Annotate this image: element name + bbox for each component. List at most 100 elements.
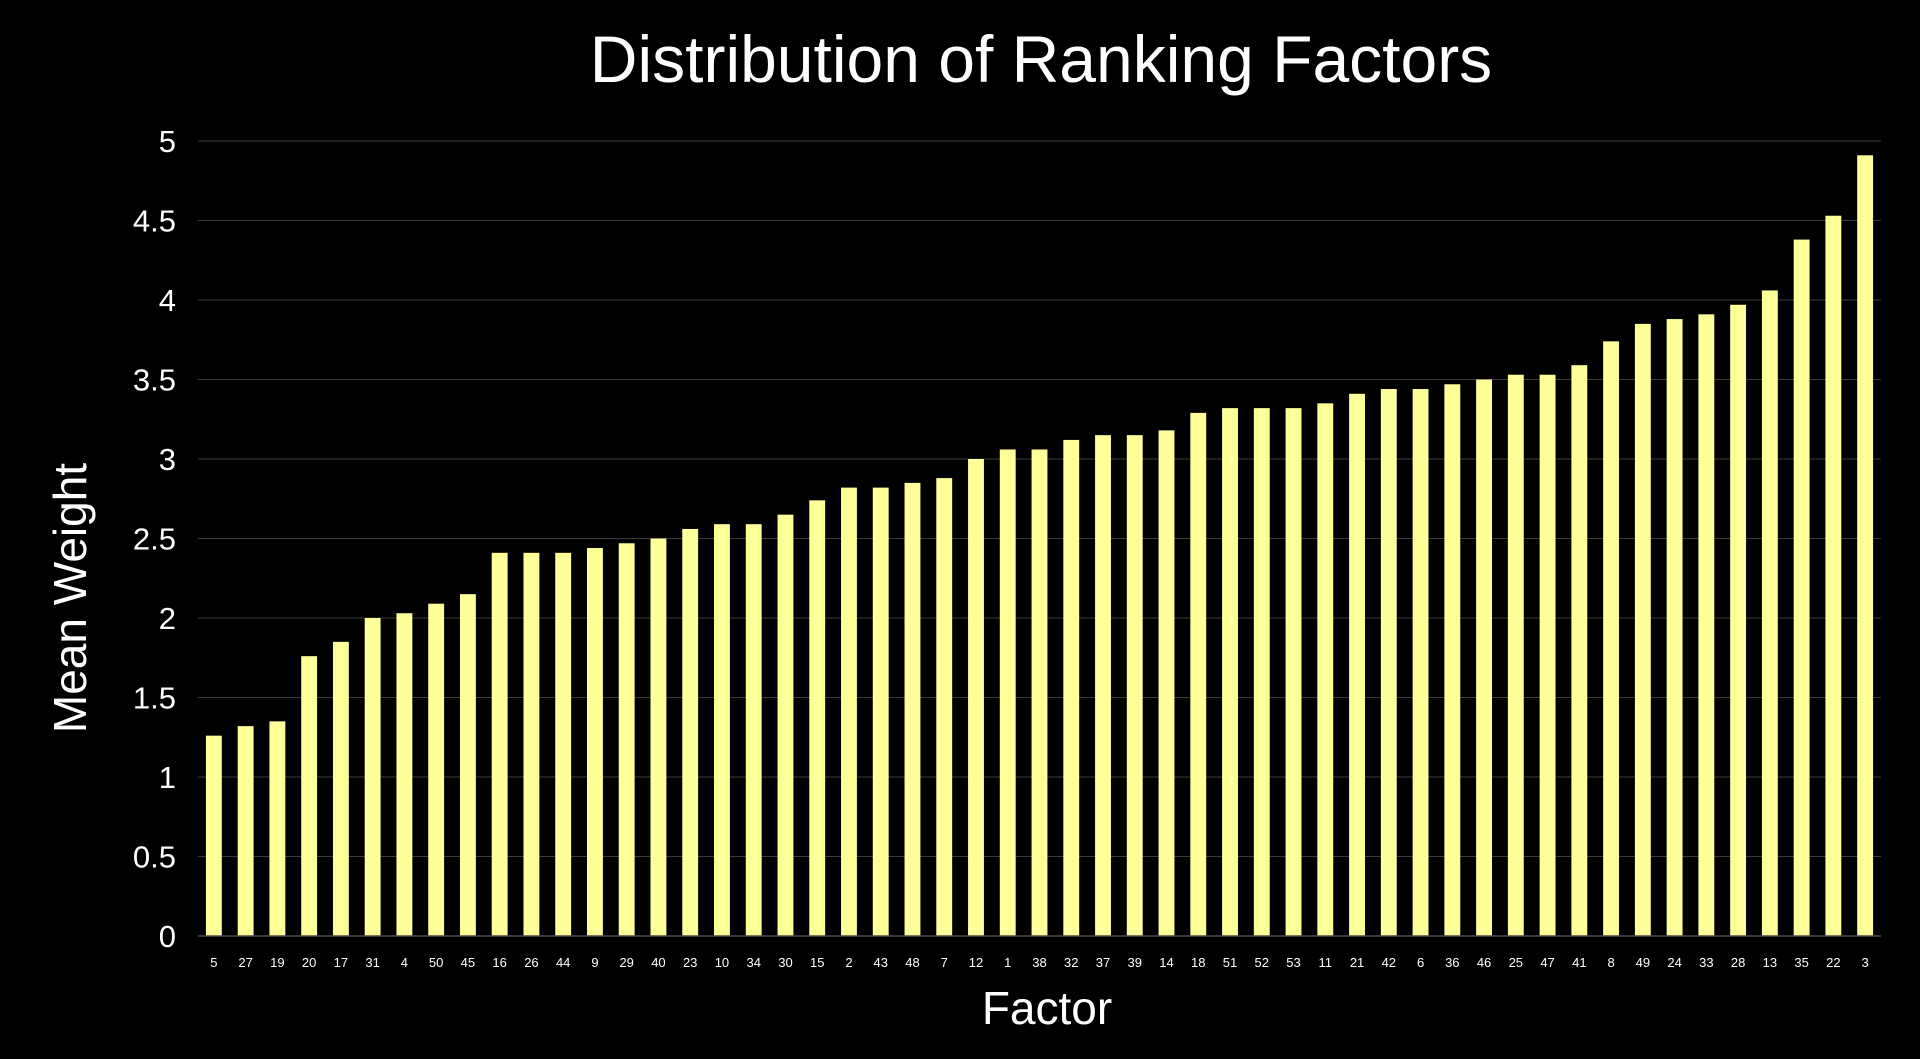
bar-factor-43 <box>872 487 889 936</box>
x-tick-label: 18 <box>1191 955 1205 970</box>
bar-factor-28 <box>1730 304 1747 936</box>
x-tick-label: 27 <box>238 955 252 970</box>
bar-factor-51 <box>1222 408 1238 936</box>
y-tick-label: 3.5 <box>133 363 176 398</box>
bar-factor-35 <box>1793 239 1810 936</box>
bar-factor-25 <box>1507 374 1524 937</box>
x-tick-label: 45 <box>461 955 475 970</box>
x-tick-label: 14 <box>1159 955 1173 970</box>
x-tick-label: 41 <box>1572 955 1586 970</box>
x-tick-label: 26 <box>524 955 538 970</box>
x-tick-label: 20 <box>302 955 316 970</box>
bar-factor-21 <box>1349 393 1365 936</box>
x-tick-label: 28 <box>1731 955 1745 970</box>
x-tick-label: 4 <box>401 955 408 970</box>
bar-factor-32 <box>1063 439 1080 936</box>
bars <box>205 155 1874 937</box>
bar-factor-48 <box>904 482 921 936</box>
x-tick-label: 17 <box>334 955 348 970</box>
bar-factor-37 <box>1095 435 1111 936</box>
bar-factor-20 <box>301 656 318 936</box>
x-tick-label: 40 <box>651 955 665 970</box>
y-tick-label: 1 <box>159 760 176 795</box>
bar-factor-31 <box>364 618 381 936</box>
x-tick-label: 9 <box>591 955 598 970</box>
x-axis-ticks: 5 27 19 20 17 31 4 50 45 16 26 44 9 29 40 23 10 34 30 15 2 43… <box>210 955 1868 970</box>
y-tick-label: 4 <box>159 283 176 318</box>
y-tick-label: 5 <box>159 124 176 159</box>
bar-factor-15 <box>809 500 826 936</box>
bar-factor-6 <box>1412 389 1429 936</box>
x-axis-title: Factor <box>982 982 1112 1034</box>
bar-factor-42 <box>1380 389 1397 936</box>
bar-factor-23 <box>682 528 699 936</box>
y-axis-ticks: 0 0.5 1 1.5 2 2.5 3 3.5 4 4.5 5 <box>133 124 176 954</box>
bar-factor-47 <box>1539 374 1556 937</box>
x-tick-label: 44 <box>556 955 570 970</box>
x-tick-label: 46 <box>1477 955 1491 970</box>
bar-factor-26 <box>523 552 540 936</box>
bar-factor-46 <box>1476 379 1493 936</box>
x-tick-label: 49 <box>1636 955 1650 970</box>
x-tick-label: 23 <box>683 955 697 970</box>
bar-factor-27 <box>237 726 254 936</box>
bar-factor-36 <box>1444 384 1461 936</box>
x-tick-label: 22 <box>1826 955 1840 970</box>
bar-factor-30 <box>777 514 794 936</box>
x-tick-label: 1 <box>1004 955 1011 970</box>
x-tick-label: 11 <box>1319 955 1333 970</box>
bar-factor-17 <box>332 641 349 936</box>
bar-factor-49 <box>1634 323 1651 937</box>
bar-factor-41 <box>1571 365 1588 936</box>
bar-factor-34 <box>745 524 762 936</box>
bar-factor-45 <box>459 594 476 936</box>
bar-factor-29 <box>618 543 635 936</box>
bar-factor-18 <box>1190 412 1207 936</box>
bar-factor-12 <box>968 459 984 936</box>
bar-factor-13 <box>1761 290 1778 937</box>
x-tick-label: 12 <box>969 955 983 970</box>
x-tick-label: 10 <box>715 955 729 970</box>
bar-factor-52 <box>1253 408 1270 936</box>
bar-factor-33 <box>1698 314 1715 936</box>
x-tick-label: 19 <box>270 955 284 970</box>
bar-factor-9 <box>586 548 603 936</box>
x-tick-label: 13 <box>1763 955 1777 970</box>
x-tick-label: 3 <box>1862 955 1869 970</box>
bar-factor-40 <box>650 538 667 936</box>
chart-title: Distribution of Ranking Factors <box>590 22 1492 96</box>
x-tick-label: 35 <box>1794 955 1808 970</box>
bar-factor-50 <box>428 603 445 936</box>
y-tick-label: 1.5 <box>133 681 176 716</box>
x-tick-label: 29 <box>619 955 633 970</box>
y-tick-label: 0 <box>159 919 176 954</box>
bar-factor-14 <box>1158 430 1175 936</box>
x-tick-label: 33 <box>1699 955 1713 970</box>
x-tick-label: 31 <box>365 955 379 970</box>
y-tick-label: 2 <box>159 601 176 636</box>
bar-factor-3 <box>1857 155 1874 936</box>
x-tick-label: 5 <box>210 955 217 970</box>
x-tick-label: 38 <box>1032 955 1046 970</box>
bar-factor-5 <box>205 735 222 936</box>
x-tick-label: 36 <box>1445 955 1459 970</box>
x-tick-label: 24 <box>1667 955 1681 970</box>
x-tick-label: 8 <box>1607 955 1614 970</box>
x-tick-label: 48 <box>905 955 919 970</box>
x-tick-label: 34 <box>746 955 760 970</box>
x-tick-label: 30 <box>778 955 792 970</box>
x-tick-label: 15 <box>810 955 824 970</box>
bar-factor-4 <box>396 613 413 936</box>
bar-factor-1 <box>999 449 1016 936</box>
x-tick-label: 53 <box>1286 955 1300 970</box>
y-tick-label: 2.5 <box>133 522 176 557</box>
bar-factor-44 <box>555 552 572 936</box>
x-tick-label: 43 <box>873 955 887 970</box>
bar-factor-53 <box>1285 408 1302 936</box>
x-tick-label: 52 <box>1255 955 1269 970</box>
bar-factor-7 <box>936 478 953 936</box>
x-tick-label: 51 <box>1223 955 1237 970</box>
x-tick-label: 21 <box>1350 955 1364 970</box>
x-tick-label: 42 <box>1382 955 1396 970</box>
